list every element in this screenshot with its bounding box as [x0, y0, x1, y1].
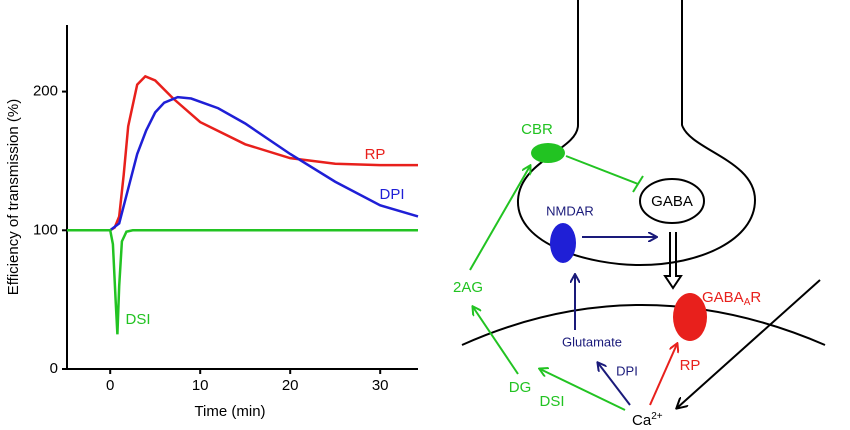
presynaptic-terminal: [516, 0, 757, 267]
x-tick-label: 20: [282, 377, 299, 394]
label: Ca: [632, 412, 652, 429]
nmdar-receptor: [550, 223, 576, 263]
line-series: [67, 95, 419, 232]
postsynaptic-membrane: [461, 304, 826, 346]
label: CBR: [521, 121, 553, 138]
inhibition-bar: [632, 175, 644, 193]
diagram: [461, 0, 826, 411]
line-series: [67, 229, 418, 335]
arrow: [649, 344, 677, 406]
label: Glutamate: [562, 334, 622, 349]
gabaa-receptor: [673, 293, 707, 341]
line-chart: Time (min) Efficiency of transmission (%…: [5, 25, 419, 420]
label: GABA: [651, 193, 693, 210]
diagram-labels: CBR GABA NMDAR GABAAR 2AG Glutamate DG D…: [453, 121, 761, 429]
label: A: [744, 297, 751, 308]
label: DPI: [616, 363, 638, 378]
label: R: [750, 289, 761, 306]
label: RP: [680, 357, 701, 374]
arrow: [469, 166, 530, 271]
arrow: [473, 307, 519, 375]
x-axis-label: Time (min): [194, 403, 265, 420]
x-tick-label: 10: [192, 377, 209, 394]
label: DG: [509, 379, 532, 396]
arrow: [677, 279, 821, 408]
label: NMDAR: [546, 203, 594, 218]
y-tick-label: 100: [33, 221, 58, 238]
label: DSI: [539, 393, 564, 410]
label: GABAAR: [702, 289, 761, 308]
y-axis-label: Efficiency of transmission (%): [5, 99, 22, 295]
double-arrow: [663, 232, 683, 290]
x-tick-label: 0: [106, 377, 114, 394]
label: GABA: [702, 289, 744, 306]
arrow: [540, 369, 626, 411]
y-tick-label: 0: [50, 360, 58, 377]
series-label: DSI: [125, 311, 150, 328]
label: 2AG: [453, 279, 483, 296]
arrow: [598, 363, 631, 406]
inhibition-line: [565, 155, 639, 185]
series-label: DPI: [379, 186, 404, 203]
cbr-receptor: [531, 143, 565, 163]
y-tick-label: 200: [33, 83, 58, 100]
line-series: [67, 74, 418, 232]
label: 2+: [651, 411, 663, 422]
gaba-vesicle: [639, 178, 705, 224]
x-tick-label: 30: [372, 377, 389, 394]
series-label: RP: [365, 146, 386, 163]
label: Ca2+: [632, 411, 663, 429]
